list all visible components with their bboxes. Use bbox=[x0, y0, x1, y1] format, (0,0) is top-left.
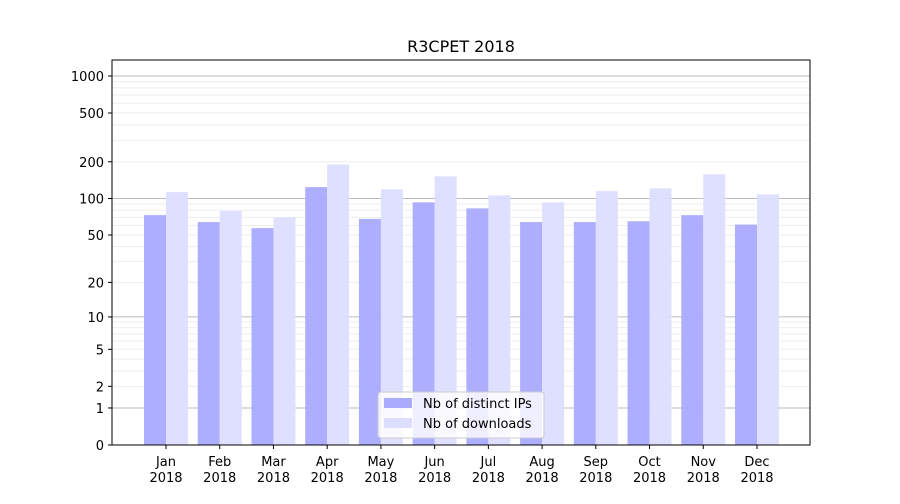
x-tick-label-line: Aug bbox=[529, 455, 554, 470]
y-tick-label: 1000 bbox=[71, 70, 104, 85]
y-tick-label: 100 bbox=[79, 193, 104, 208]
x-tick-label-line: 2018 bbox=[579, 471, 612, 486]
legend-swatch bbox=[384, 418, 412, 428]
x-tick-label-line: Sep bbox=[584, 455, 609, 470]
legend-label: Nb of distinct IPs bbox=[423, 397, 532, 412]
x-tick-label-line: 2018 bbox=[257, 471, 290, 486]
y-tick-label: 1 bbox=[96, 402, 104, 417]
y-tick-label: 0 bbox=[96, 439, 104, 454]
bar-downloads bbox=[757, 194, 779, 445]
x-tick-label-line: 2018 bbox=[149, 471, 182, 486]
bar-distinct-ips bbox=[144, 215, 166, 445]
bar-downloads bbox=[595, 191, 618, 445]
y-tick-label: 200 bbox=[79, 156, 104, 171]
x-tick-label: Mar 2018 bbox=[257, 455, 290, 486]
legend-label: Nb of downloads bbox=[423, 417, 532, 432]
x-tick-label-line: 2018 bbox=[472, 471, 505, 486]
bar-distinct-ips bbox=[412, 202, 435, 445]
bar-distinct-ips bbox=[520, 222, 543, 445]
bar-downloads bbox=[380, 189, 403, 445]
bar-distinct-ips bbox=[681, 215, 704, 445]
x-tick-label-line: Jun bbox=[423, 455, 444, 470]
x-tick-label-line: Apr bbox=[316, 455, 339, 470]
bar-distinct-ips bbox=[358, 218, 381, 445]
legend-box bbox=[377, 391, 545, 439]
x-tick-label-line: 2018 bbox=[418, 471, 451, 486]
chart-title: R3CPET 2018 bbox=[407, 37, 515, 56]
x-tick-label: Nov 2018 bbox=[687, 455, 720, 486]
x-tick-label-line: Nov bbox=[691, 455, 717, 470]
bar-distinct-ips bbox=[573, 222, 596, 445]
x-tick-label-line: 2018 bbox=[311, 471, 344, 486]
x-tick-label: May 2018 bbox=[364, 455, 397, 486]
bar-downloads bbox=[434, 176, 457, 446]
x-tick-label-line: Oct bbox=[638, 455, 660, 470]
x-tick-label-line: 2018 bbox=[526, 471, 559, 486]
x-tick-label-line: 2018 bbox=[740, 471, 773, 486]
x-tick-label: Aug 2018 bbox=[526, 455, 559, 486]
x-tick-label: Apr 2018 bbox=[311, 455, 344, 486]
x-tick-label-line: Feb bbox=[208, 455, 231, 470]
y-tick-label: 5 bbox=[96, 343, 104, 358]
bar-downloads bbox=[166, 192, 188, 445]
x-tick-label-line: 2018 bbox=[687, 471, 720, 486]
y-tick-label: 10 bbox=[87, 311, 104, 326]
bar-downloads bbox=[273, 217, 296, 445]
bar-downloads bbox=[703, 174, 726, 445]
x-tick-label-line: 2018 bbox=[203, 471, 236, 486]
bar-downloads bbox=[542, 202, 565, 445]
legend-swatch bbox=[384, 398, 412, 408]
x-tick-label: Jan 2018 bbox=[149, 455, 182, 486]
bar-downloads bbox=[649, 188, 672, 445]
bar-distinct-ips bbox=[735, 224, 757, 445]
x-tick-label: Feb 2018 bbox=[203, 455, 236, 486]
bar-distinct-ips bbox=[251, 228, 274, 445]
plot-frame bbox=[111, 59, 811, 446]
y-tick-label: 500 bbox=[79, 107, 104, 122]
bar-downloads bbox=[488, 195, 511, 445]
y-tick-label: 20 bbox=[87, 276, 104, 291]
x-tick-label-line: Mar bbox=[261, 455, 286, 470]
x-tick-label: Sep 2018 bbox=[579, 455, 612, 486]
bar-downloads bbox=[219, 210, 242, 445]
x-tick-label-line: 2018 bbox=[633, 471, 666, 486]
x-tick-label-line: Dec bbox=[744, 455, 769, 470]
bar-distinct-ips bbox=[627, 221, 650, 445]
x-tick-label-line: Jan bbox=[155, 455, 176, 470]
bar-distinct-ips bbox=[466, 208, 489, 445]
y-tick-label: 2 bbox=[96, 380, 104, 395]
x-tick-label-line: Jul bbox=[480, 455, 497, 470]
x-tick-label-line: May bbox=[367, 455, 394, 470]
bar-distinct-ips bbox=[197, 222, 220, 445]
y-tick-label: 50 bbox=[87, 229, 104, 244]
x-tick-label: Jul 2018 bbox=[472, 455, 505, 486]
bar-downloads bbox=[327, 164, 350, 445]
x-tick-label: Jun 2018 bbox=[418, 455, 451, 486]
x-tick-label-line: 2018 bbox=[364, 471, 397, 486]
bar-distinct-ips bbox=[305, 187, 328, 445]
x-tick-label: Dec 2018 bbox=[740, 455, 773, 486]
x-tick-label: Oct 2018 bbox=[633, 455, 666, 486]
